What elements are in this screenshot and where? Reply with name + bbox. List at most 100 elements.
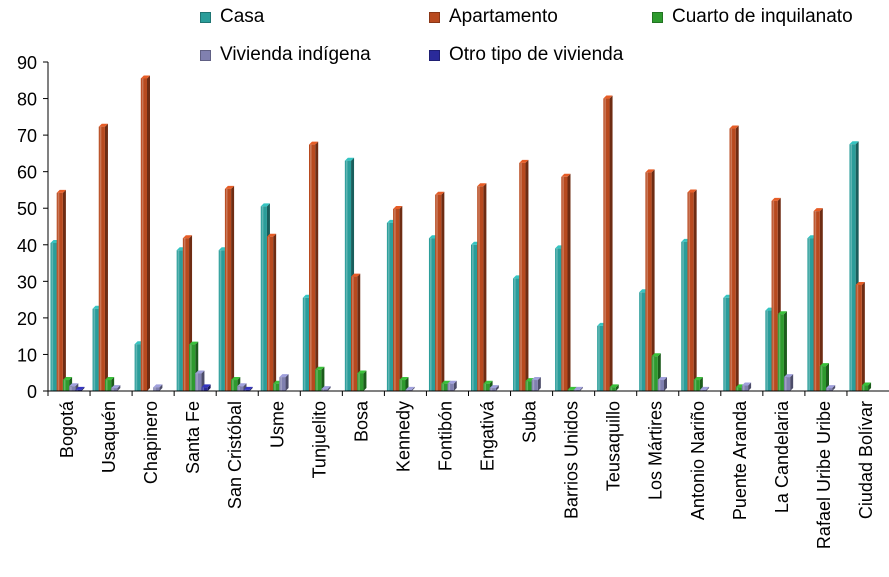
bar-front [807,238,814,391]
bar [399,377,409,391]
bar-top [783,374,794,378]
bar [315,366,325,391]
bar-front [519,162,526,391]
bar-front [573,389,580,391]
bar-highlight [736,387,739,391]
x-tick-label: Tunjuelito [309,401,329,478]
bar [405,386,415,391]
bar [609,384,619,391]
bar-highlight [658,380,661,391]
bar-highlight [478,186,480,391]
bar-highlight [532,380,535,391]
legend-label-vivienda-indigena: Vivienda indígena [220,44,371,65]
bar-top [266,233,277,237]
bar-side [81,386,85,391]
bar-front [399,380,406,391]
bar-front [56,192,63,391]
bar-highlight [303,297,306,391]
bar-side [868,382,872,391]
bar-side [411,386,415,391]
bar-side [579,386,583,391]
bar-highlight [514,278,516,391]
bar-side [861,281,865,391]
bar-top [195,370,205,374]
bar [561,173,571,391]
bar [477,183,487,391]
bar-highlight [784,377,787,391]
bar-front [273,383,280,391]
bar-side [315,141,319,391]
legend-swatch-vivienda-indigena [200,49,211,61]
x-axis: Bogotá Usaquén Chapinero Santa Fe San Cristó… [47,390,889,549]
bar-highlight [850,144,853,391]
bar-front [75,389,82,391]
x-tick-label: Ciudad Bolívar [856,401,876,519]
bar [741,382,752,391]
bar-highlight [526,381,529,391]
bar-highlight [261,206,264,391]
bar-highlight [406,389,409,391]
bar-highlight [646,172,648,391]
bar-front [189,344,196,391]
y-tick-label: 50 [17,199,37,219]
bar-front [861,385,869,391]
bar-top [483,380,493,384]
bar-side [231,185,235,391]
bar-highlight [400,380,402,391]
bar-highlight [57,192,60,391]
bar-side [483,183,487,391]
bar [489,385,499,391]
x-tick-label: Usaquén [99,401,119,473]
bar-highlight [778,314,781,391]
bar-highlight [154,387,156,391]
bar-side [249,386,253,391]
bar-top [699,386,710,390]
bar [237,383,247,391]
x-tick-label: Teusaquillo [604,401,624,491]
bar-side [321,366,325,391]
bar [69,383,79,391]
bar-side [207,384,211,391]
bar-front [561,176,568,391]
bar-highlight [808,238,810,391]
bar [447,380,457,391]
bar [519,159,529,391]
bar-front [69,386,76,391]
bar [435,191,445,391]
y-tick-label: 80 [17,90,37,110]
bar [657,377,667,391]
bar-side [706,386,710,391]
bar-front [489,388,496,391]
bar [531,377,541,391]
bar-highlight [316,369,318,391]
bar-highlight [604,98,606,392]
bar [861,382,872,391]
bar-front [321,389,328,391]
bar-top [567,386,577,390]
bar-top [231,377,241,381]
bar-front [62,380,70,391]
bar-side [159,384,163,391]
bar-highlight [238,386,240,391]
legend-label-cuarto-de-inquilanato: Cuarto de inquilanato [672,6,853,27]
bar-front [111,388,118,391]
y-tick-label: 60 [17,163,37,183]
bar-top [813,208,823,212]
bar-highlight [436,194,438,391]
bar-side [735,125,739,391]
bar [783,374,794,391]
bar-front [477,186,484,391]
bar-front [201,387,208,391]
bar-highlight [51,242,54,391]
bar-side [664,377,667,391]
bar-top [693,377,703,381]
bar-highlight [219,250,222,391]
bar [351,273,361,391]
bar [111,385,121,391]
bar-top [687,189,697,193]
bar-front [182,238,190,391]
bar-highlight [700,389,703,391]
bar-highlight [574,389,577,391]
